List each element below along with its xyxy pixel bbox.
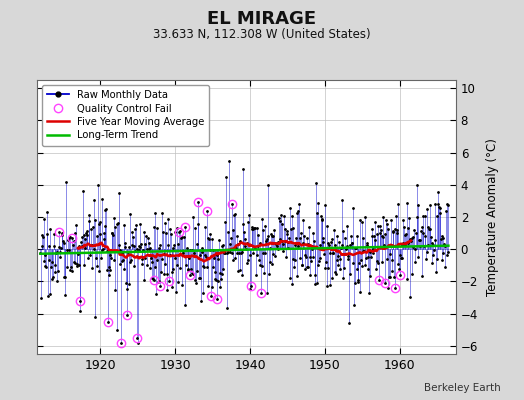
Text: 33.633 N, 112.308 W (United States): 33.633 N, 112.308 W (United States): [153, 28, 371, 41]
Text: Berkeley Earth: Berkeley Earth: [424, 383, 500, 393]
Y-axis label: Temperature Anomaly (°C): Temperature Anomaly (°C): [486, 138, 499, 296]
Legend: Raw Monthly Data, Quality Control Fail, Five Year Moving Average, Long-Term Tren: Raw Monthly Data, Quality Control Fail, …: [42, 85, 209, 146]
Text: EL MIRAGE: EL MIRAGE: [208, 10, 316, 28]
